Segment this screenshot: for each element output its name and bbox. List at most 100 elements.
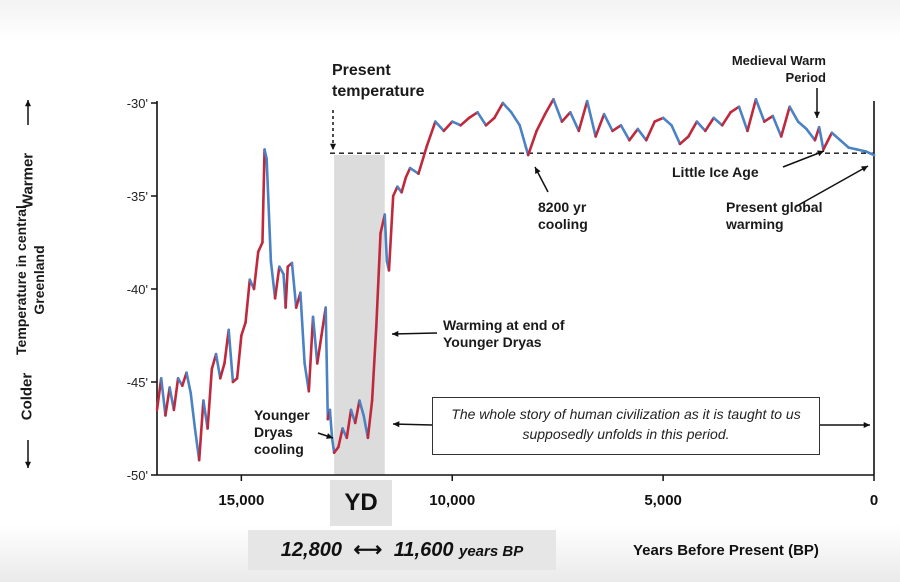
little-ice-age-arrow-head <box>817 150 824 157</box>
series-segment <box>328 408 334 440</box>
series-segment <box>244 278 252 324</box>
series-segment <box>864 150 876 157</box>
series-segment <box>324 306 330 421</box>
series-segment <box>805 127 817 142</box>
yd-range-label: 12,800 ⟷ 11,600 years BP <box>248 530 556 570</box>
series-segment <box>417 144 429 175</box>
series-segment <box>265 157 273 263</box>
series-segment <box>619 124 631 142</box>
series-segment <box>678 135 690 146</box>
series-segment <box>256 241 264 254</box>
series-segment <box>822 131 834 151</box>
series-segment <box>712 116 724 127</box>
series-segment <box>284 265 290 309</box>
series-segment <box>779 105 791 138</box>
series-segment <box>594 112 606 138</box>
series-segment <box>299 291 306 365</box>
series-segment <box>273 265 281 300</box>
series-segment <box>535 112 547 133</box>
series-segment <box>847 146 859 151</box>
series-segment <box>372 324 378 365</box>
series-segment <box>459 116 471 127</box>
y-tick-label: -35' <box>127 189 148 204</box>
cooling-8200-arrow-head <box>535 167 541 174</box>
civilization-note: The whole story of human civilization as… <box>432 397 820 455</box>
present-global-warming-label: Present global warming <box>726 199 823 232</box>
series-segment <box>269 259 277 300</box>
civ-right-arrow-head <box>863 421 870 429</box>
series-segment <box>746 97 758 133</box>
series-segment <box>240 321 247 337</box>
series-segment <box>763 114 775 123</box>
series-segment <box>235 334 243 380</box>
series-segment <box>227 328 235 384</box>
series-segment <box>602 112 614 133</box>
series-segment <box>400 176 408 194</box>
series-segment <box>628 127 640 142</box>
series-segment <box>830 131 842 142</box>
series-segment <box>644 120 656 142</box>
little-ice-age-arrow <box>782 150 825 168</box>
range-end: 11,600 <box>393 539 454 561</box>
series-segment <box>788 105 800 123</box>
present-temp-arrow-head <box>329 143 337 150</box>
series-segment <box>425 120 437 148</box>
series-segment <box>353 399 361 425</box>
series-segment <box>484 116 496 127</box>
series-segment <box>585 99 597 138</box>
series-segment <box>383 213 389 263</box>
series-segment <box>476 111 488 127</box>
series-segment <box>206 367 214 430</box>
series-segment <box>653 116 665 123</box>
series-segment <box>159 376 167 417</box>
series-segment <box>526 129 538 157</box>
series-segment <box>569 111 581 133</box>
series-segment <box>611 124 623 133</box>
series-segment <box>855 148 867 153</box>
series-segment <box>408 166 420 175</box>
younger-dryas-cooling-label: Younger Dryas cooling <box>254 407 310 457</box>
yd-cooling-arrow-head <box>326 433 333 439</box>
series-segment <box>493 101 505 120</box>
series-segment <box>754 97 766 123</box>
series-segment <box>404 166 412 179</box>
series-segment <box>543 97 555 116</box>
series-segment <box>729 105 741 114</box>
series-segment <box>737 105 749 133</box>
series-segment <box>391 185 399 198</box>
series-segment <box>330 436 336 454</box>
series-segment <box>838 138 850 149</box>
series-segment <box>337 427 344 449</box>
series-segment <box>796 120 808 131</box>
series-segment <box>278 265 285 276</box>
series-segment <box>185 371 193 395</box>
series-segment <box>467 111 479 120</box>
series-segment <box>197 399 205 462</box>
series-segment <box>518 124 528 149</box>
series-segment <box>358 399 365 417</box>
series-segment <box>442 120 454 133</box>
series-segment <box>366 399 374 440</box>
series-segment <box>290 261 298 309</box>
x-tick-label: 5,000 <box>644 492 682 509</box>
series-segment <box>817 125 825 151</box>
warming-end-arrow <box>391 332 438 335</box>
series-segment <box>261 148 266 244</box>
series-segment <box>315 334 323 365</box>
x-tick-label: 10,000 <box>429 492 475 509</box>
little-ice-age-label: Little Ice Age <box>672 164 759 180</box>
y-tick-label: -30' <box>127 96 148 111</box>
x-tick-label: 15,000 <box>218 492 264 509</box>
series-segment <box>636 127 648 142</box>
colder-arrow-icon-head <box>24 461 32 468</box>
x-tick-label: 0 <box>870 492 878 509</box>
series-segment <box>552 97 564 123</box>
y-tick-label: -50' <box>127 468 148 483</box>
warming-end-yd-label: Warming at end of Younger Dryas <box>443 317 565 350</box>
series-segment <box>695 120 707 133</box>
present-warming-arrow <box>794 165 869 208</box>
series-segment <box>434 120 446 133</box>
y-tick-label: -45' <box>127 375 148 390</box>
range-unit: years BP <box>459 543 524 560</box>
series-segment <box>703 116 716 133</box>
